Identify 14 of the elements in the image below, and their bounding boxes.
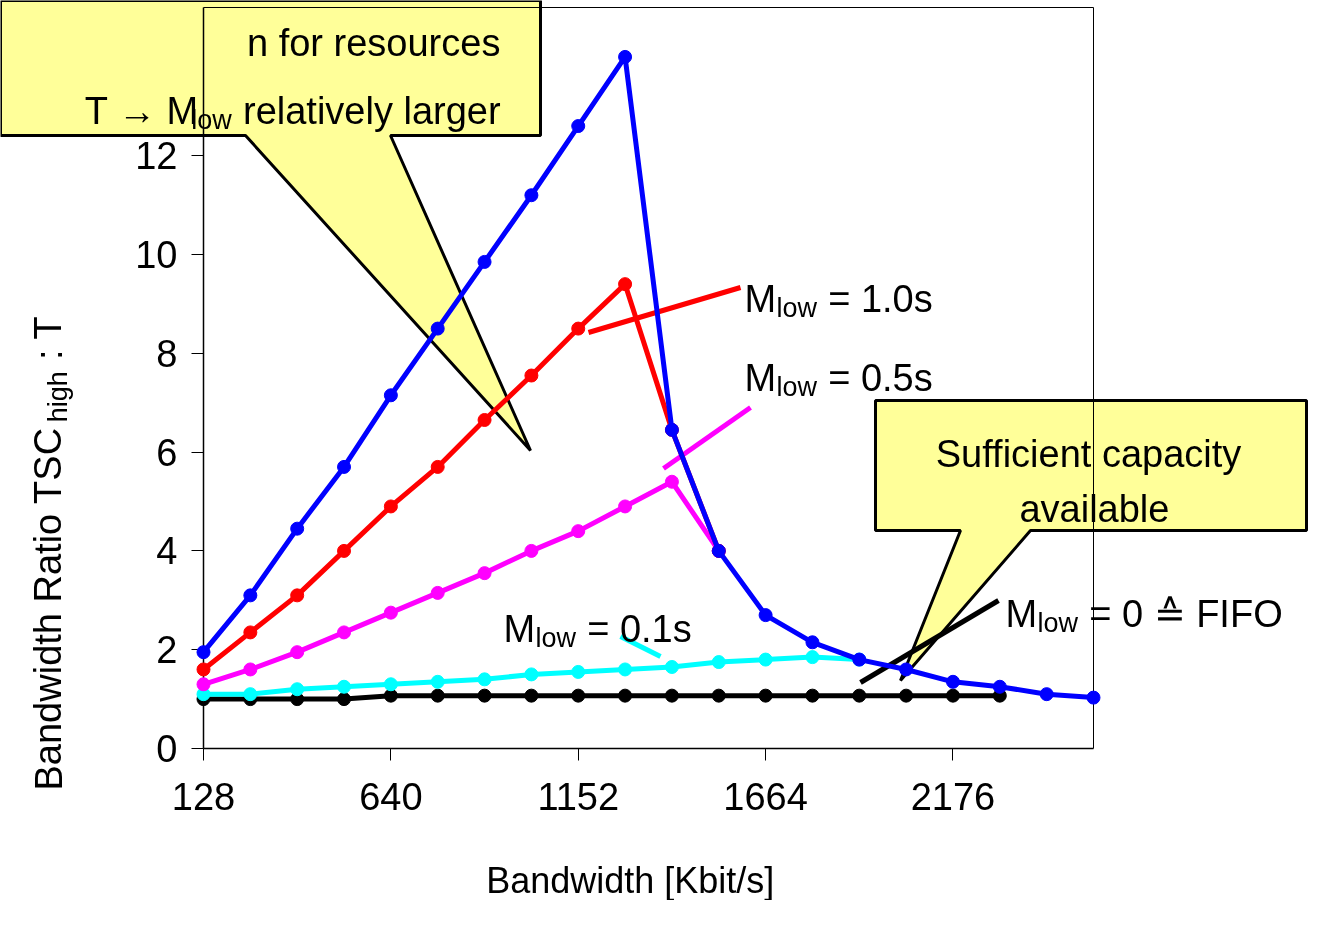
x-tick-label: 640 (359, 775, 423, 818)
y-tick-label: 12 (135, 135, 178, 178)
x-tick-label: 128 (171, 775, 236, 818)
x-tick-label: 1152 (537, 775, 620, 818)
y-tick-label: 4 (156, 530, 178, 573)
y-axis-title: Bandwidth Ratio TSChigh : T (27, 316, 73, 791)
x-tick-label: 1664 (723, 775, 808, 818)
y-tick-label: 6 (156, 431, 178, 474)
x-tick-label: 2176 (910, 775, 996, 818)
y-tick-label: 10 (135, 234, 178, 276)
y-tick-label: 0 (156, 728, 178, 770)
y-tick-label: 8 (156, 332, 178, 375)
x-axis-title: Bandwidth [Kbit/s] (486, 860, 775, 901)
y-tick-label: 2 (156, 629, 178, 672)
